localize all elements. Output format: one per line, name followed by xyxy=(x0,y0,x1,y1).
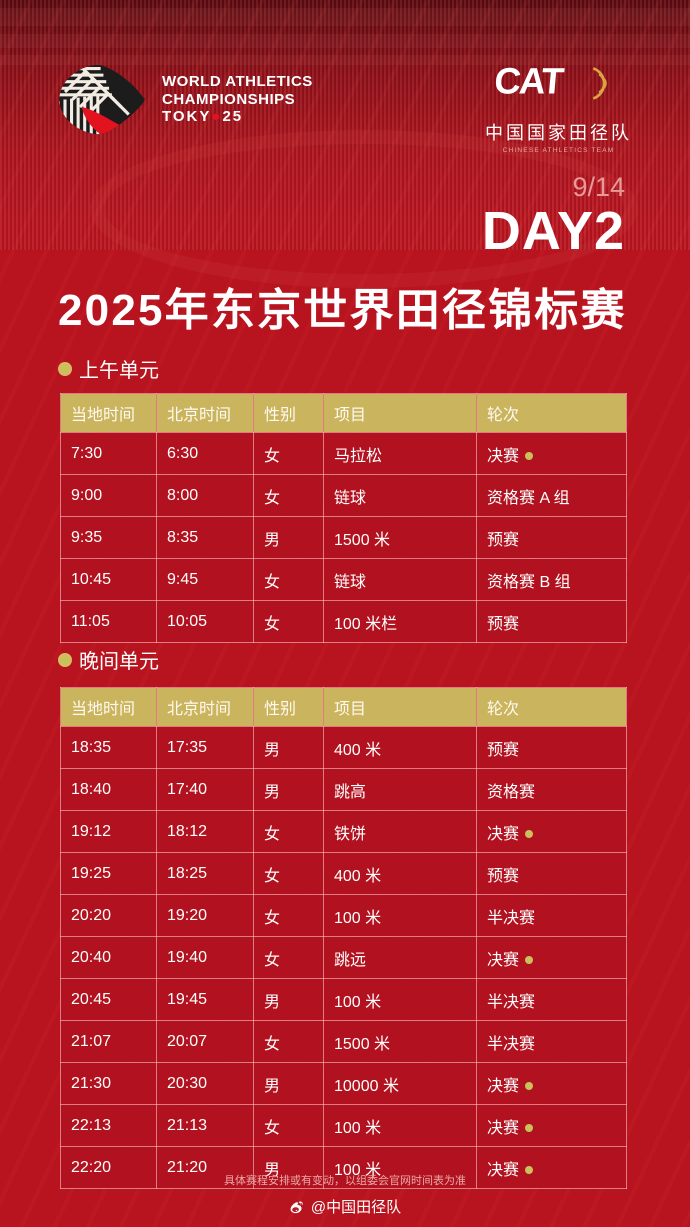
svg-text:CAT: CAT xyxy=(494,61,566,102)
